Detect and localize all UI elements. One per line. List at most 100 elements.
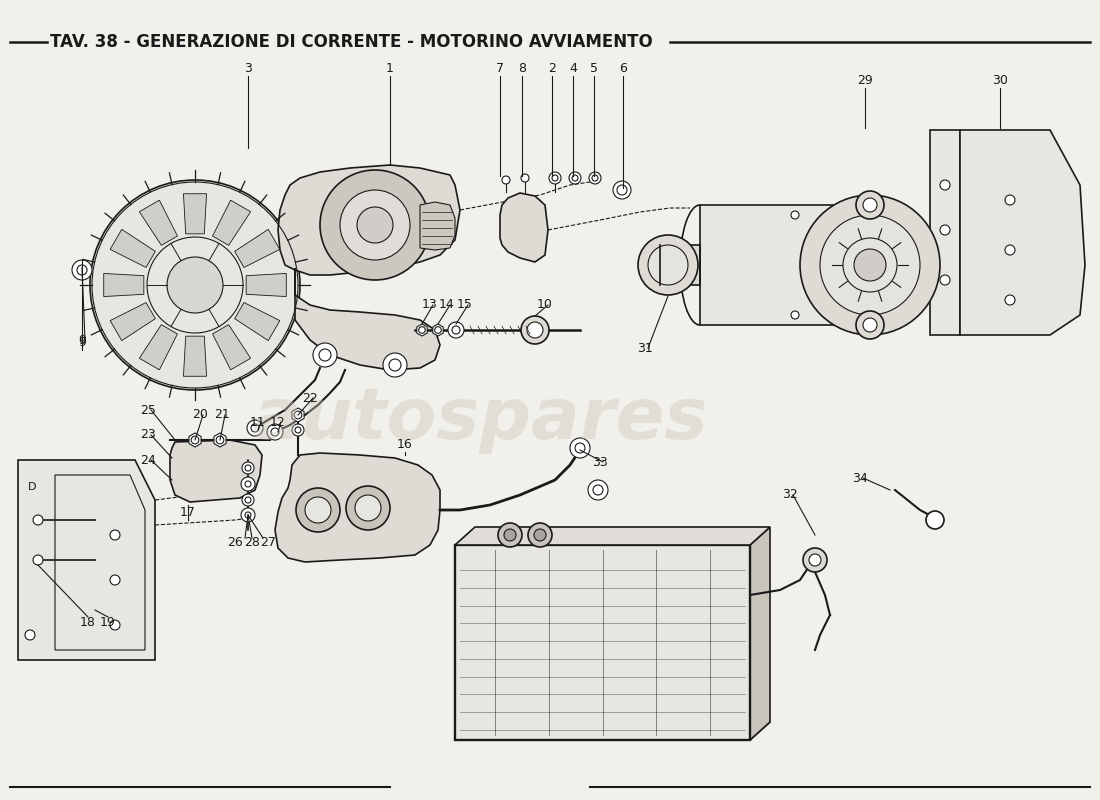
Circle shape	[241, 477, 255, 491]
Bar	[39, 515, 46, 525]
Polygon shape	[189, 433, 201, 447]
Circle shape	[648, 245, 688, 285]
Circle shape	[803, 548, 827, 572]
Circle shape	[340, 190, 410, 260]
Polygon shape	[18, 460, 155, 660]
Circle shape	[167, 257, 223, 313]
Circle shape	[33, 555, 43, 565]
Polygon shape	[278, 165, 460, 275]
Circle shape	[534, 529, 546, 541]
Circle shape	[521, 174, 529, 182]
Circle shape	[549, 172, 561, 184]
Circle shape	[791, 211, 799, 219]
Circle shape	[110, 530, 120, 540]
Circle shape	[498, 523, 522, 547]
Text: 13: 13	[422, 298, 438, 311]
Polygon shape	[292, 408, 304, 422]
Circle shape	[588, 172, 601, 184]
Circle shape	[245, 481, 251, 487]
Text: 8: 8	[518, 62, 526, 74]
Text: 32: 32	[782, 489, 797, 502]
Circle shape	[926, 511, 944, 529]
Circle shape	[800, 195, 940, 335]
Circle shape	[90, 180, 300, 390]
Text: 33: 33	[592, 455, 608, 469]
Circle shape	[251, 424, 258, 432]
Text: 26: 26	[227, 537, 243, 550]
Circle shape	[592, 175, 598, 181]
Text: autospares: autospares	[252, 386, 707, 454]
Circle shape	[25, 630, 35, 640]
Circle shape	[419, 326, 426, 334]
Text: 28: 28	[244, 537, 260, 550]
Polygon shape	[750, 527, 770, 740]
Circle shape	[613, 181, 631, 199]
Text: 19: 19	[100, 615, 116, 629]
Text: 29: 29	[857, 74, 873, 86]
Text: 4: 4	[569, 62, 576, 74]
Polygon shape	[110, 302, 155, 341]
Circle shape	[389, 359, 402, 371]
Text: 25: 25	[140, 403, 156, 417]
Polygon shape	[184, 194, 207, 234]
Polygon shape	[110, 230, 155, 267]
Circle shape	[241, 508, 255, 522]
Text: 2: 2	[548, 62, 556, 74]
Text: 16: 16	[397, 438, 412, 451]
Text: TAV. 38 - GENERAZIONE DI CORRENTE - MOTORINO AVVIAMENTO: TAV. 38 - GENERAZIONE DI CORRENTE - MOTO…	[50, 33, 652, 51]
Circle shape	[296, 488, 340, 532]
Circle shape	[248, 420, 263, 436]
Polygon shape	[212, 325, 251, 370]
Circle shape	[638, 235, 698, 295]
Text: 17: 17	[180, 506, 196, 519]
Circle shape	[314, 343, 337, 367]
Text: 9: 9	[78, 335, 86, 349]
Circle shape	[346, 486, 390, 530]
Text: 22: 22	[302, 391, 318, 405]
Text: 31: 31	[637, 342, 653, 354]
Polygon shape	[930, 130, 960, 335]
Circle shape	[249, 422, 261, 434]
Circle shape	[267, 424, 283, 440]
Circle shape	[521, 316, 549, 344]
Text: 18: 18	[80, 615, 96, 629]
Circle shape	[820, 215, 920, 315]
Circle shape	[528, 523, 552, 547]
Circle shape	[1005, 195, 1015, 205]
Circle shape	[355, 495, 381, 521]
Circle shape	[1005, 245, 1015, 255]
Text: 10: 10	[537, 298, 553, 311]
Circle shape	[191, 436, 199, 444]
Circle shape	[616, 184, 628, 196]
Circle shape	[504, 529, 516, 541]
Circle shape	[617, 185, 627, 195]
Circle shape	[110, 575, 120, 585]
Circle shape	[864, 198, 877, 212]
Circle shape	[593, 485, 603, 495]
Circle shape	[383, 353, 407, 377]
Text: 11: 11	[250, 415, 266, 429]
Circle shape	[358, 207, 393, 243]
Circle shape	[147, 237, 243, 333]
Polygon shape	[140, 200, 177, 246]
Text: 12: 12	[271, 415, 286, 429]
Circle shape	[77, 265, 87, 275]
Polygon shape	[295, 268, 440, 370]
Polygon shape	[213, 433, 227, 447]
Circle shape	[72, 260, 92, 280]
Text: 23: 23	[140, 429, 156, 442]
Circle shape	[216, 436, 224, 444]
Polygon shape	[212, 200, 251, 246]
Text: 30: 30	[992, 74, 1008, 86]
Bar	[660, 245, 700, 285]
Circle shape	[319, 349, 331, 361]
Circle shape	[292, 424, 304, 436]
Polygon shape	[170, 440, 262, 502]
Text: 7: 7	[496, 62, 504, 74]
Polygon shape	[417, 324, 427, 336]
Circle shape	[452, 326, 460, 334]
Circle shape	[434, 326, 441, 334]
Text: 3: 3	[244, 62, 252, 74]
Circle shape	[940, 275, 950, 285]
Text: D: D	[28, 482, 36, 492]
